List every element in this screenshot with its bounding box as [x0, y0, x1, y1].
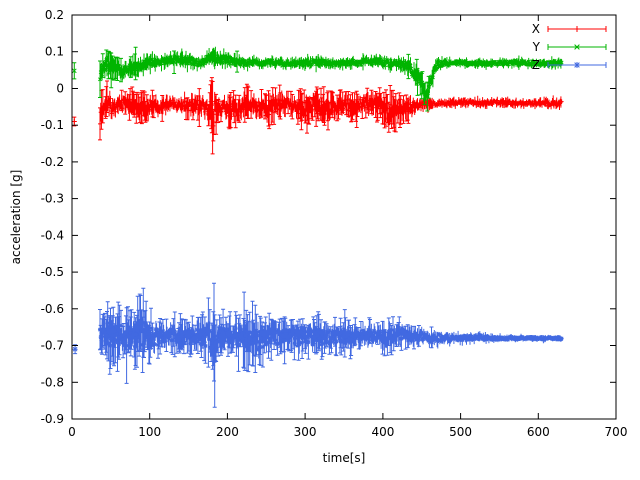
x-tick-label: 300 — [294, 425, 317, 439]
x-tick-label: 0 — [68, 425, 76, 439]
x-tick-label: 400 — [371, 425, 394, 439]
legend-entry-X: X — [532, 22, 607, 36]
y-tick-label: -0.7 — [41, 339, 64, 353]
data-layer — [71, 46, 564, 408]
series-X-points — [71, 94, 564, 128]
y-tick-label: -0.5 — [41, 265, 64, 279]
y-axis-label: acceleration [g] — [9, 170, 23, 265]
legend-label-Z: Z — [532, 58, 540, 72]
tick-labels: 0 100 200 300 400 500 600 700 -0.9 -0.8 -0.7 -0.6 -0… — [41, 8, 628, 439]
y-tick-label: -0.4 — [41, 228, 64, 242]
y-tick-label: -0.6 — [41, 302, 64, 316]
x-tick-label: 700 — [605, 425, 628, 439]
y-tick-label: -0.3 — [41, 192, 64, 206]
y-tick-label: 0.1 — [45, 45, 64, 59]
series-Z-errorbars — [73, 282, 563, 408]
x-tick-label: 200 — [216, 425, 239, 439]
legend-label-X: X — [532, 22, 540, 36]
legend-sample-Z — [547, 62, 607, 68]
y-tick-label: -0.2 — [41, 155, 64, 169]
y-tick-label: -0.8 — [41, 375, 64, 389]
y-tick-label: -0.9 — [41, 412, 64, 426]
legend-entry-Y: Y — [532, 40, 607, 54]
y-tick-label: -0.1 — [41, 118, 64, 132]
series-Y-points — [71, 52, 564, 99]
x-tick-label: 600 — [527, 425, 550, 439]
legend-entry-Z: Z — [532, 58, 607, 72]
axes-frame — [71, 14, 617, 420]
series-Z-points — [72, 319, 564, 363]
y-tick-label: 0 — [56, 82, 64, 96]
legend: XYZ — [532, 22, 607, 72]
x-axis-label: time[s] — [323, 451, 366, 465]
legend-label-Y: Y — [532, 40, 541, 54]
legend-sample-X — [547, 26, 607, 32]
x-tick-label: 500 — [449, 425, 472, 439]
y-tick-label: 0.2 — [45, 8, 64, 22]
series-X-errorbars — [72, 77, 563, 155]
plot-area: 0 100 200 300 400 500 600 700 -0.9 -0.8 -0.7 -0.6 -0… — [41, 8, 628, 439]
legend-sample-Y — [547, 44, 607, 50]
x-tick-label: 100 — [138, 425, 161, 439]
